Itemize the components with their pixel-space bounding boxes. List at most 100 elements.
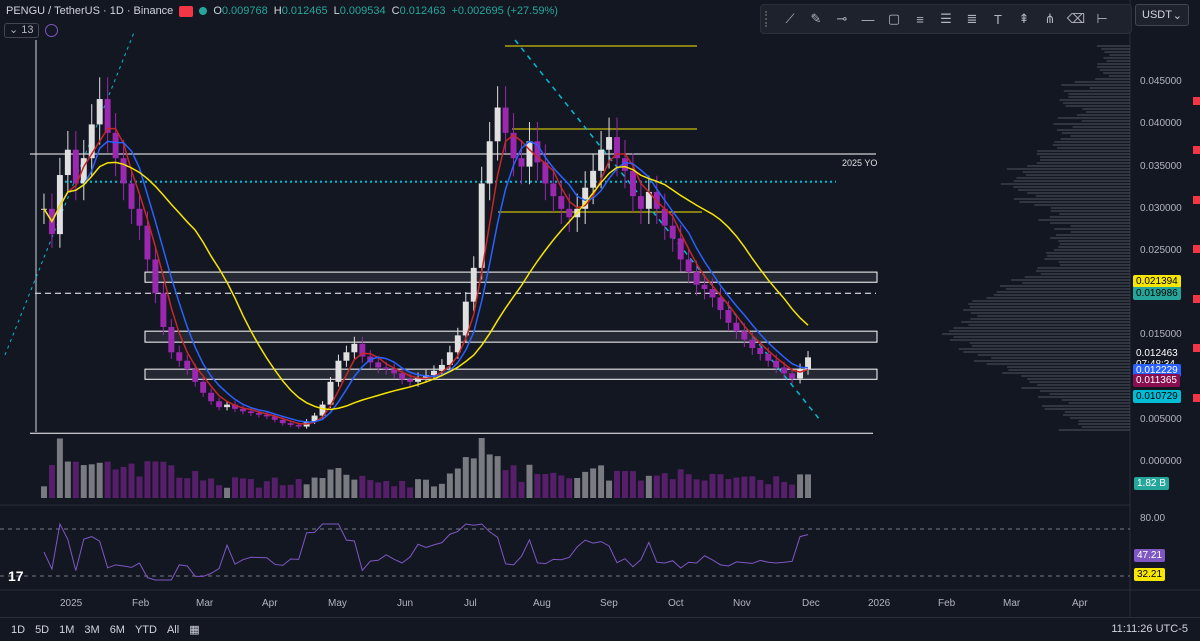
volume-profile-bar xyxy=(1006,288,1130,290)
indicator-eye-icon[interactable] xyxy=(45,24,58,37)
alert-marker-icon[interactable] xyxy=(1193,245,1200,253)
volume-profile-bar xyxy=(1070,225,1130,227)
open-value: 0.009768 xyxy=(222,5,268,17)
low-value: 0.009534 xyxy=(340,5,386,17)
price-tick: 0.030000 xyxy=(1140,203,1182,214)
volume-bar xyxy=(129,464,135,498)
fib-extension-icon[interactable]: ≣ xyxy=(959,7,985,31)
volume-profile-bar xyxy=(1036,195,1130,197)
volume-bar xyxy=(646,476,652,498)
volume-bar xyxy=(487,454,493,498)
close-label: C xyxy=(392,5,400,17)
volume-profile-bar xyxy=(1059,429,1130,431)
symbol-title[interactable]: PENGU / TetherUS · 1D · Binance xyxy=(6,5,173,17)
currency-selector[interactable]: USDT ⌄ xyxy=(1135,4,1189,26)
candle-body xyxy=(606,137,612,150)
range-all[interactable]: All xyxy=(162,624,184,636)
alert-marker-icon[interactable] xyxy=(1193,295,1200,303)
range-6m[interactable]: 6M xyxy=(105,624,130,636)
alert-marker-icon[interactable] xyxy=(1193,97,1200,105)
indicator-count: 13 xyxy=(21,24,33,36)
horizontal-ray-icon[interactable]: ⊸ xyxy=(829,7,855,31)
volume-profile-bar xyxy=(1041,273,1130,275)
volume-profile-bar xyxy=(954,336,1130,338)
volume-bar xyxy=(97,463,103,498)
range-ytd[interactable]: YTD xyxy=(130,624,162,636)
rsi-tick: 80.00 xyxy=(1140,513,1165,524)
volume-profile-bar xyxy=(1016,177,1130,179)
volume-bar xyxy=(654,476,660,498)
rectangle-icon[interactable]: ▢ xyxy=(881,7,907,31)
trend-line-icon[interactable]: ⟋ xyxy=(777,7,803,31)
time-tick: Feb xyxy=(938,598,955,609)
volume-bar xyxy=(526,465,532,498)
volume-profile-bar xyxy=(1023,171,1130,173)
volume-bar xyxy=(168,465,174,498)
volume-profile-bar xyxy=(1050,222,1130,224)
volume-profile-bar xyxy=(968,324,1130,326)
volume-bar xyxy=(670,479,676,498)
horizontal-line-icon[interactable]: — xyxy=(855,7,881,31)
indicator-count-button[interactable]: ⌄ 13 xyxy=(4,23,39,38)
parallel-channel-icon[interactable]: ≡ xyxy=(907,7,933,31)
range-3m[interactable]: 3M xyxy=(79,624,104,636)
volume-profile-bar xyxy=(1053,144,1130,146)
volume-bar xyxy=(447,474,453,498)
calendar-icon[interactable]: ▦ xyxy=(184,623,204,636)
volume-profile-bar xyxy=(1018,189,1130,191)
candle-body xyxy=(351,344,357,352)
bottom-toolbar: 1D 5D 1M 3M 6M YTD All ▦ 11:11:26 UTC-5 xyxy=(0,617,1200,641)
alert-marker-icon[interactable] xyxy=(1193,344,1200,352)
rsi-value-label: 47.21 xyxy=(1134,549,1165,562)
candle-body xyxy=(765,354,771,361)
volume-profile-bar xyxy=(1057,147,1130,149)
volume-bar xyxy=(343,475,349,498)
candle-body xyxy=(208,393,214,401)
volume-bar xyxy=(184,478,190,498)
volume-bar xyxy=(248,479,254,498)
tradingview-logo-icon[interactable]: 17 xyxy=(8,568,24,584)
trend-line xyxy=(5,30,135,355)
volume-profile-bar xyxy=(1097,66,1130,68)
alert-marker-icon[interactable] xyxy=(1193,394,1200,402)
volume-profile-bar xyxy=(1079,420,1130,422)
range-1d[interactable]: 1D xyxy=(6,624,30,636)
range-1m[interactable]: 1M xyxy=(54,624,79,636)
volume-profile-bar xyxy=(1040,159,1130,161)
volume-profile-bar xyxy=(1044,258,1130,260)
long-position-icon[interactable]: ⇞ xyxy=(1011,7,1037,31)
volume-bar xyxy=(749,476,755,498)
volume-bar xyxy=(335,468,341,498)
volume-bar xyxy=(399,481,405,498)
volume-profile-bar xyxy=(1051,207,1130,209)
candle-body xyxy=(702,285,708,289)
brush-icon[interactable]: ✎ xyxy=(803,7,829,31)
volume-profile-bar xyxy=(1058,117,1130,119)
volume-profile-bar xyxy=(1059,261,1130,263)
remove-drawings-icon[interactable]: ⌫ xyxy=(1063,7,1089,31)
alert-marker-icon[interactable] xyxy=(1193,196,1200,204)
volume-label: 1.82 B xyxy=(1134,477,1169,490)
time-tick: Dec xyxy=(802,598,820,609)
alert-marker-icon[interactable] xyxy=(1193,146,1200,154)
volume-profile-bar xyxy=(1065,411,1130,413)
range-5d[interactable]: 5D xyxy=(30,624,54,636)
volume-bar xyxy=(423,480,429,498)
text-icon[interactable]: T xyxy=(985,7,1011,31)
volume-bar xyxy=(407,487,413,498)
fib-retracement-icon[interactable]: ☰ xyxy=(933,7,959,31)
volume-profile-bar xyxy=(1014,198,1130,200)
volume-bar xyxy=(121,467,127,498)
volume-profile-bar xyxy=(961,321,1130,323)
volume-profile-bar xyxy=(1021,387,1130,389)
measure-icon[interactable]: ⊢ xyxy=(1089,7,1115,31)
volume-bar xyxy=(773,476,779,498)
volume-profile-bar xyxy=(1069,402,1130,404)
volume-profile-bar xyxy=(1050,216,1130,218)
volume-profile-bar xyxy=(1082,426,1130,428)
candle-body xyxy=(129,183,135,208)
pitchfork-icon[interactable]: ⋔ xyxy=(1037,7,1063,31)
toolbar-grip-icon[interactable] xyxy=(765,11,773,27)
volume-bar xyxy=(582,472,588,498)
